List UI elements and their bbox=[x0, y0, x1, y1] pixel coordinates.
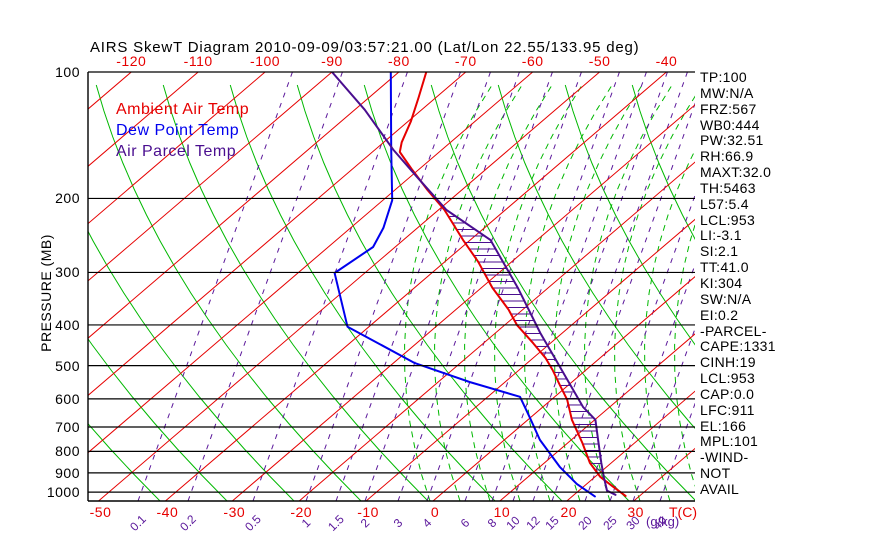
cape-hatch-area bbox=[427, 189, 603, 471]
bottom-temp-tick: -10 bbox=[357, 504, 379, 520]
pressure-tick: 100 bbox=[55, 64, 80, 80]
stat-line: LCL:953 bbox=[700, 370, 756, 387]
stat-line: KI:304 bbox=[700, 274, 743, 291]
pressure-tick: 500 bbox=[55, 357, 80, 374]
top-temp-tick: -110 bbox=[183, 53, 213, 69]
axis-frame bbox=[87, 72, 695, 502]
top-temp-tick: -100 bbox=[250, 53, 281, 69]
top-temp-tick: -120 bbox=[116, 53, 147, 69]
pressure-tick: 1000 bbox=[46, 484, 80, 501]
stat-line: MW:N/A bbox=[700, 84, 754, 101]
stat-line: L57:5.4 bbox=[700, 195, 749, 212]
stat-line: TT:41.0 bbox=[700, 259, 749, 276]
pressure-tick: 300 bbox=[55, 264, 80, 281]
moist-adiabat-lines bbox=[404, 84, 695, 501]
pressure-axis-title: PRESSURE (MB) bbox=[38, 234, 54, 352]
top-temp-tick: -80 bbox=[387, 53, 410, 69]
stat-line: CAPE:1331 bbox=[700, 338, 776, 355]
bottom-temp-tick: -20 bbox=[290, 504, 313, 520]
stat-line: FRZ:567 bbox=[700, 100, 757, 117]
top-temp-tick: -40 bbox=[655, 53, 678, 69]
bottom-temp-tick: -50 bbox=[89, 504, 112, 520]
chart-title: AIRS SkewT Diagram 2010-09-09/03:57:21.0… bbox=[90, 39, 640, 56]
pressure-tick: 400 bbox=[55, 316, 80, 333]
bottom-temp-tick: 20 bbox=[560, 504, 578, 520]
stat-line: TP:100 bbox=[700, 69, 747, 85]
legend-dew-point: Dew Point Temp bbox=[116, 122, 240, 139]
pressure-tick: 200 bbox=[55, 190, 80, 207]
isotherm-lines bbox=[88, 72, 695, 501]
temp-unit-label: T(C) bbox=[669, 504, 697, 520]
stat-line: SI:2.1 bbox=[700, 243, 739, 260]
pressure-tick: 900 bbox=[55, 464, 80, 481]
stat-line: CINH:19 bbox=[700, 354, 756, 371]
top-temp-tick: -70 bbox=[454, 53, 477, 69]
stat-line: EI:0.2 bbox=[700, 306, 739, 323]
bottom-temp-tick: 10 bbox=[493, 504, 511, 520]
bottom-temp-tick: 0 bbox=[430, 504, 440, 520]
bottom-temp-tick: -40 bbox=[156, 504, 179, 520]
stat-line: TH:5463 bbox=[700, 179, 756, 196]
mixing-unit-label: (g/kg) bbox=[646, 514, 680, 529]
top-temp-tick: -90 bbox=[321, 53, 343, 69]
pressure-gridlines bbox=[88, 71, 695, 493]
stat-line: LCL:953 bbox=[700, 211, 756, 228]
legend-ambient-temp: Ambient Air Temp bbox=[116, 101, 250, 118]
stat-line: EL:166 bbox=[700, 417, 747, 434]
stat-line: -PARCEL- bbox=[700, 322, 767, 339]
stat-line: NOT bbox=[700, 465, 731, 482]
stat-line: -WIND- bbox=[700, 449, 749, 466]
stat-line: AVAIL bbox=[700, 480, 740, 497]
stat-line: RH:66.9 bbox=[700, 148, 754, 165]
stat-line: PW:32.51 bbox=[700, 132, 764, 149]
legend-air-parcel: Air Parcel Temp bbox=[116, 143, 237, 160]
stat-line: CAP:0.0 bbox=[700, 385, 755, 402]
pressure-tick: 600 bbox=[55, 390, 80, 407]
top-temp-tick: -50 bbox=[588, 53, 611, 69]
stat-line: SW:N/A bbox=[700, 290, 752, 307]
stat-line: LI:-3.1 bbox=[700, 227, 742, 244]
stats-panel: TP:100 MW:N/A FRZ:567 WB0:444 PW:32.51 RH:66.… bbox=[700, 69, 868, 498]
bottom-temp-tick: -30 bbox=[223, 504, 246, 520]
stat-line: MPL:101 bbox=[700, 433, 759, 450]
pressure-tick: 800 bbox=[55, 443, 80, 460]
stat-line: WB0:444 bbox=[700, 116, 760, 133]
sounding-curves bbox=[331, 72, 627, 498]
stat-line: LFC:911 bbox=[700, 401, 755, 418]
stat-line: MAXT:32.0 bbox=[700, 164, 772, 181]
pressure-tick: 700 bbox=[55, 419, 80, 436]
top-temp-tick: -60 bbox=[521, 53, 544, 69]
bottom-temp-tick: 30 bbox=[627, 504, 644, 520]
